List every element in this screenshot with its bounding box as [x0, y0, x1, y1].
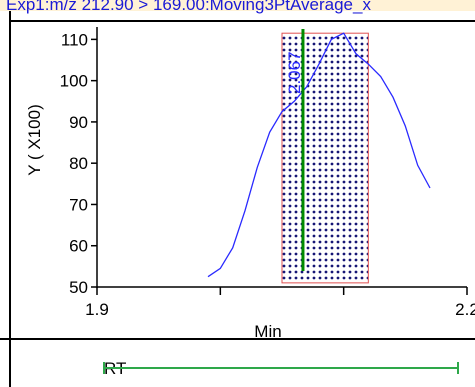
y-tick-label: 70 — [69, 195, 88, 214]
x-tick-label: 1.9 — [85, 300, 109, 319]
integration-region[interactable] — [281, 32, 369, 284]
y-tick-label: 60 — [69, 237, 88, 256]
y-ticks: 110 100 90 80 70 60 50 — [60, 30, 97, 297]
y-tick-label: 110 — [61, 30, 88, 49]
x-axis-label: Min — [254, 322, 281, 341]
rt-marker-label: 2.067 — [285, 51, 304, 94]
x-ticks: 1.9 2.2 — [85, 287, 475, 319]
y-tick-label: 80 — [69, 154, 88, 173]
y-tick-label: 100 — [60, 72, 88, 91]
y-tick-label: 90 — [69, 113, 88, 132]
y-tick-label: 50 — [69, 278, 88, 297]
x-tick-label: 2.2 — [455, 300, 475, 319]
trace-title: Exp1:m/z 212.90 > 169.00:Moving3PtAverag… — [6, 0, 371, 14]
plot-area: 2.067 — [207, 29, 431, 284]
y-axis-label: Y ( X100) — [25, 104, 44, 176]
trace-line — [207, 32, 431, 278]
header-bar — [0, 0, 475, 11]
